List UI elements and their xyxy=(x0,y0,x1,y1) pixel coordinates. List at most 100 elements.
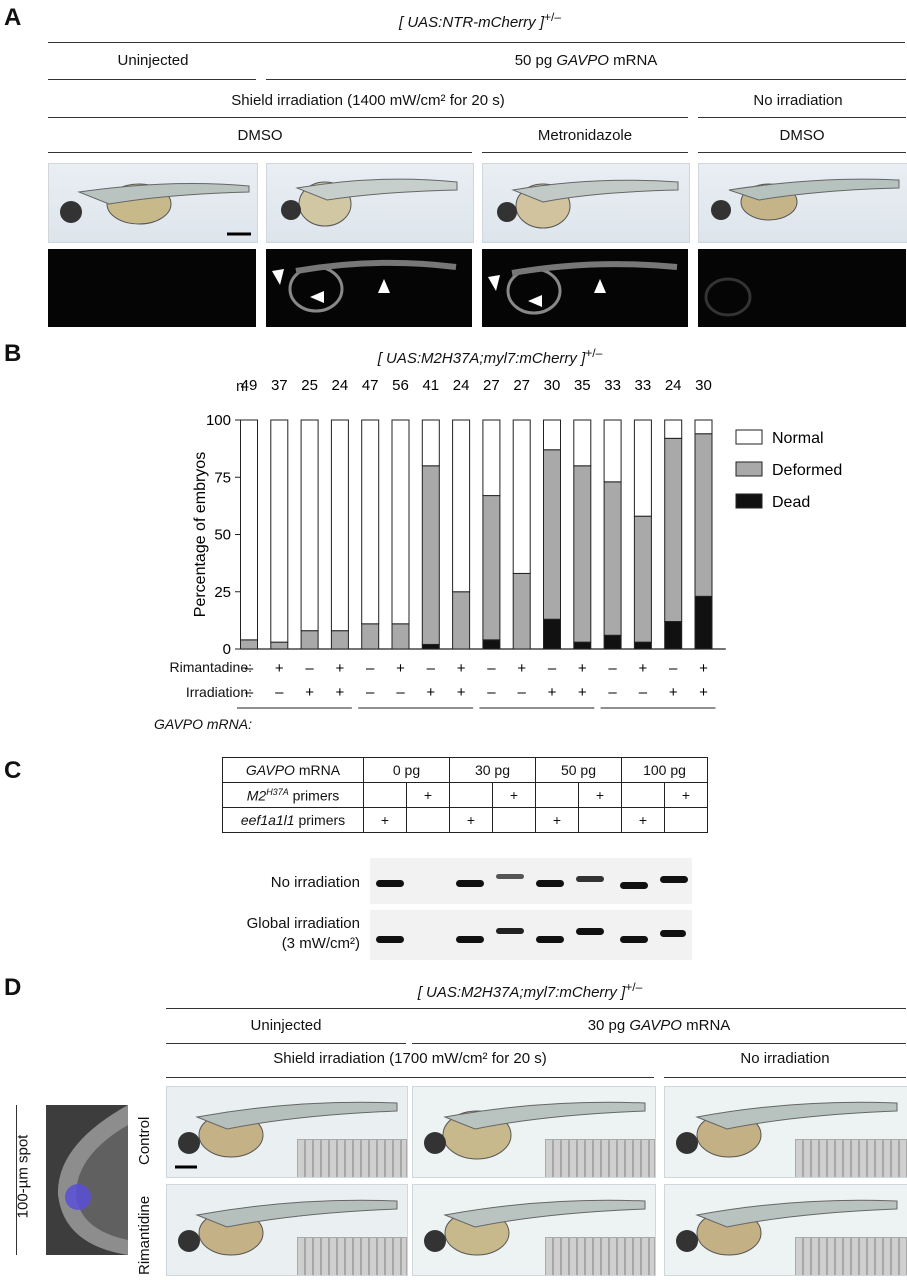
panel-a-dmso1: DMSO xyxy=(237,127,283,144)
panel-d-uninjected: Uninjected xyxy=(250,1017,322,1034)
panel-d-shield: Shield irradiation (1700 mW/cm² for 20 s… xyxy=(273,1050,547,1067)
bar-deformed xyxy=(330,630,349,650)
row-irradiation-label: Irradiation: xyxy=(185,684,252,700)
legend-label: Normal xyxy=(772,430,824,447)
bar-normal xyxy=(421,419,440,467)
table-cell xyxy=(578,807,622,833)
panel-d-genotype: [ UAS:M2H37A;myl7:mCherry ]+/– xyxy=(417,980,643,1001)
mrna-pre: 50 pg xyxy=(514,52,557,69)
irradiation-sign: + xyxy=(578,684,587,701)
gel-no-irr-label: No irradiation xyxy=(270,874,360,891)
legend-swatch-dead xyxy=(735,493,763,509)
panel-a-metro: Metronidazole xyxy=(537,127,633,144)
bar-deformed xyxy=(391,623,410,650)
n-value: 56 xyxy=(392,377,409,394)
bar-deformed xyxy=(512,572,531,650)
rule xyxy=(482,152,688,153)
n-value: 30 xyxy=(544,377,561,394)
rimantidine-label: Rimantidine xyxy=(136,1195,153,1275)
embryo-image xyxy=(412,1184,656,1276)
panel-d-genotype-suffix: +/– xyxy=(625,980,643,994)
table-cell xyxy=(406,807,450,833)
plus-cell: + xyxy=(492,782,536,808)
legend-label: Dead xyxy=(772,494,810,511)
embryo-image xyxy=(698,163,907,243)
bar-dead xyxy=(543,618,561,650)
spot-bracket xyxy=(16,1105,31,1255)
mrna-gene: GAVPO xyxy=(556,52,609,69)
panel-a-no-irr: No irradiation xyxy=(753,92,843,109)
y-tick-label: 50 xyxy=(214,527,231,544)
panel-b-letter: B xyxy=(4,340,22,367)
gavpo-label-cell: GAVPO mRNA xyxy=(222,757,364,783)
plus-cell: + xyxy=(363,807,407,833)
amount-cell: 50 pg xyxy=(535,757,622,783)
bar-deformed xyxy=(543,449,561,620)
label-rest: primers xyxy=(294,812,346,828)
panel-a-mrna: 50 pg GAVPO mRNA xyxy=(266,52,906,69)
bar-normal xyxy=(543,419,561,451)
eef-label-cell: eef1a1l1 primers xyxy=(222,807,364,833)
rule xyxy=(698,117,906,118)
irradiation-sign: + xyxy=(426,684,435,701)
irradiation-sign: – xyxy=(608,684,617,701)
gel-band xyxy=(620,882,648,889)
n-value: 49 xyxy=(241,377,258,394)
bar-normal xyxy=(512,419,531,574)
n-value: 27 xyxy=(483,377,500,394)
rule xyxy=(266,79,906,80)
rule xyxy=(664,1077,906,1078)
mrna-pre: 30 pg xyxy=(587,1017,630,1034)
n-value: 25 xyxy=(301,377,318,394)
bar-deformed xyxy=(482,495,501,641)
mrna-post: mRNA xyxy=(681,1017,731,1034)
gel-band xyxy=(576,928,604,935)
rimantadine-sign: + xyxy=(639,660,648,677)
gel-global-label-2: (3 mW/cm²) xyxy=(281,935,360,952)
panel-a-dmso2: DMSO xyxy=(779,127,825,144)
irradiation-sign: – xyxy=(396,684,405,701)
rimantadine-sign: – xyxy=(487,660,496,677)
group-label: 100 pg xyxy=(635,717,681,720)
rule xyxy=(166,1077,654,1078)
plus-cell: + xyxy=(578,782,622,808)
embryo-image xyxy=(664,1184,907,1276)
bar-normal xyxy=(573,419,592,467)
bar-dead xyxy=(421,643,440,650)
embryo-image xyxy=(266,163,474,243)
irradiation-sign: + xyxy=(548,684,557,701)
bar-deformed xyxy=(664,437,683,623)
panel-a-shield: Shield irradiation (1400 mW/cm² for 20 s… xyxy=(231,92,505,109)
inset-image xyxy=(297,1139,407,1177)
irradiation-sign: + xyxy=(669,684,678,701)
rule xyxy=(48,79,256,80)
irradiation-sign: – xyxy=(518,684,527,701)
gel-band xyxy=(496,874,524,879)
group-label: 0 pg xyxy=(280,717,309,720)
rimantadine-sign: – xyxy=(427,660,436,677)
rule xyxy=(48,152,472,153)
amount-cell: 100 pg xyxy=(621,757,708,783)
n-value: 24 xyxy=(332,377,349,394)
gene-name: M2 xyxy=(246,787,267,804)
bar-normal xyxy=(452,419,471,593)
y-tick-label: 100 xyxy=(206,412,231,429)
legend-swatch-normal xyxy=(735,429,763,445)
bar-deformed xyxy=(452,591,471,650)
bar-dead xyxy=(482,639,501,650)
gel-band xyxy=(660,930,686,937)
bar-deformed xyxy=(603,481,622,636)
n-value: 33 xyxy=(635,377,652,394)
irradiation-sign: – xyxy=(245,684,254,701)
table-cell xyxy=(535,782,579,808)
legend-swatch-deformed xyxy=(735,461,763,477)
gel-band xyxy=(376,936,404,943)
y-axis-label: Percentage of embryos xyxy=(192,452,209,617)
y-tick-label: 25 xyxy=(214,584,231,601)
gene-sup: H37A xyxy=(266,786,289,797)
bar-dead xyxy=(603,634,622,650)
rule xyxy=(166,1008,906,1009)
mrna-gene: GAVPO xyxy=(629,1017,682,1034)
rimantadine-sign: – xyxy=(608,660,617,677)
gene-name: eef1a1l1 xyxy=(240,812,295,828)
